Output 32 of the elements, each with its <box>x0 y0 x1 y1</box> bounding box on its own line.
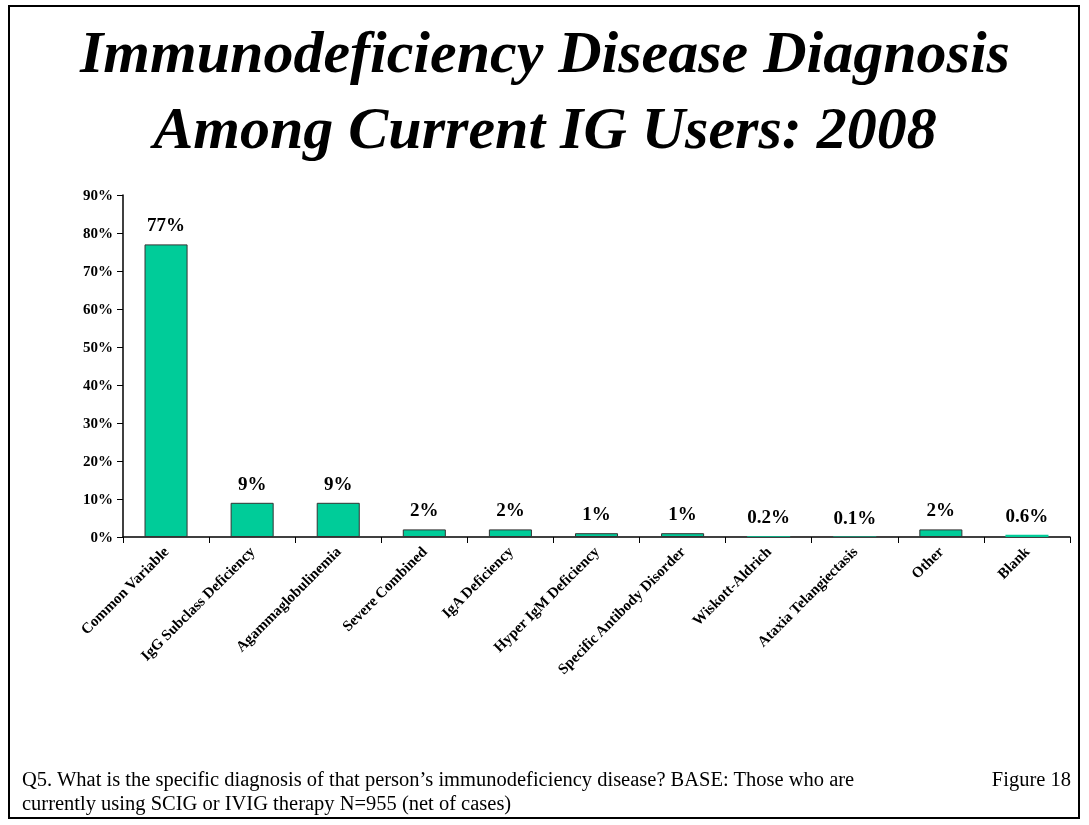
bar <box>574 533 619 537</box>
chart-title: Immunodeficiency Disease Diagnosis Among Current IG Users: 2008 <box>78 18 1011 163</box>
data-label: 2% <box>926 499 956 521</box>
y-tick-label: 70% <box>83 263 113 279</box>
bar <box>316 502 360 537</box>
y-tick-label: 90% <box>83 187 113 203</box>
y-tick-label: 50% <box>83 339 113 355</box>
data-label: 2% <box>410 499 439 521</box>
data-label: 1% <box>582 503 611 525</box>
text: Q5. What is the specific diagnosis of that person’s immunodeficiency disease? BASE: Those who are currently using SCIG or IVIG therapy N=955 (net of cases) <box>22 767 856 815</box>
data-label: 0.1% <box>833 506 877 528</box>
data-label: 0.6% <box>1005 504 1049 526</box>
y-tick-label: 10% <box>83 491 113 507</box>
data-label: 9% <box>237 472 267 494</box>
data-label: 9% <box>323 472 353 494</box>
bar <box>402 529 446 537</box>
bar <box>230 502 274 537</box>
y-tick-label: 80% <box>83 225 113 241</box>
y-tick-label: 0% <box>90 529 113 545</box>
y-tick-label: 60% <box>83 301 113 317</box>
data-label: 2% <box>496 499 525 521</box>
bar <box>144 244 188 537</box>
bar <box>661 533 705 537</box>
y-tick-label: 30% <box>83 415 113 431</box>
y-tick-label: 40% <box>83 377 113 393</box>
data-label: 1% <box>668 503 697 525</box>
bar <box>488 529 532 537</box>
y-tick-label: 20% <box>83 453 113 469</box>
data-label: 0.2% <box>747 506 791 528</box>
caption: Figure 18 <box>991 767 1071 791</box>
bar <box>919 529 963 537</box>
data-label: 77% <box>147 214 186 236</box>
